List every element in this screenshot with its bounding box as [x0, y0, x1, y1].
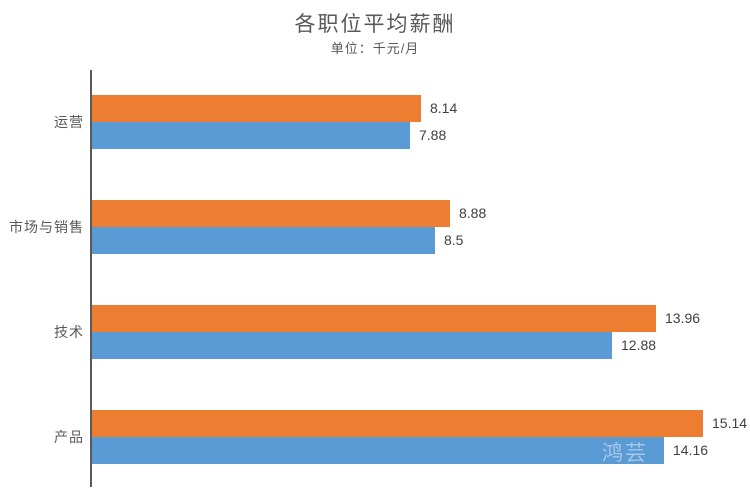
chart-title: 各职位平均薪酬 [294, 13, 456, 36]
bar-blue [92, 437, 664, 464]
value-label: 8.88 [459, 205, 487, 221]
value-label: 7.88 [419, 127, 447, 143]
value-label: 14.16 [673, 442, 709, 458]
bar-blue [92, 332, 612, 359]
bar-orange [92, 305, 656, 332]
bar-blue [92, 122, 410, 149]
value-label: 8.14 [430, 100, 458, 116]
value-label: 8.5 [444, 232, 464, 248]
plot-area: 8.14 7.88 8.88 8.5 13.96 12.88 15.14 14.16 [92, 70, 750, 487]
value-label: 15.14 [712, 415, 748, 431]
bar-orange [92, 410, 703, 437]
chart-subtitle: 单位：千元/月 [330, 41, 420, 56]
category-label: 产品 [54, 429, 84, 445]
bar-orange [92, 200, 450, 227]
bar-orange [92, 95, 421, 122]
value-label: 12.88 [621, 337, 657, 353]
value-label: 13.96 [665, 310, 701, 326]
category-label: 技术 [54, 324, 84, 340]
category-label: 运营 [54, 114, 84, 130]
category-label: 市场与销售 [9, 219, 84, 235]
bar-blue [92, 227, 435, 254]
y-axis-line [90, 70, 92, 487]
